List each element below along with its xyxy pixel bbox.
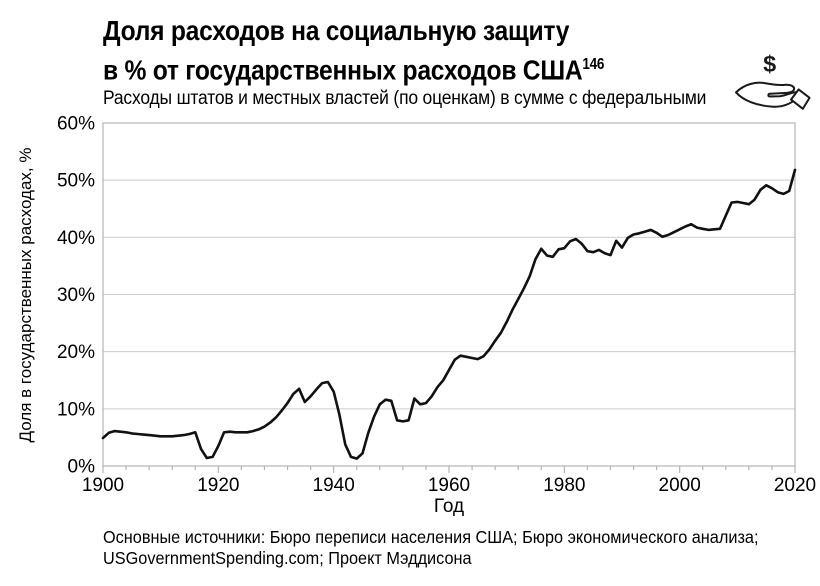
chart-title-line2: в % от государственных расходов США146	[103, 54, 605, 86]
x-axis-title: Год	[433, 496, 465, 517]
x-tick-label: 1940	[313, 475, 355, 496]
hand-outline	[735, 81, 801, 108]
x-tick-label: 1900	[82, 475, 124, 496]
source-line1: Основные источники: Бюро переписи населе…	[103, 527, 759, 547]
x-tick-label: 2020	[774, 475, 816, 496]
x-tick-label: 1920	[197, 475, 239, 496]
y-tick-label: 40%	[57, 228, 95, 249]
chart-title-line1: Доля расходов на социальную защиту	[103, 15, 570, 46]
chart-title: Доля расходов на социальную защиту в % о…	[103, 14, 604, 87]
hand-receiving-dollar-icon: $	[735, 51, 811, 110]
source-line2: USGovernmentSpending.com; Проект Мэддисо…	[103, 548, 472, 568]
x-tick-label: 1980	[543, 475, 585, 496]
y-tick-label: 60%	[57, 114, 95, 135]
source-note: Основные источники: Бюро переписи населе…	[103, 527, 758, 569]
y-axis-title: Доля в государственных расходах, %	[16, 147, 35, 443]
cuff-outline	[790, 88, 811, 110]
chart-subtitle: Расходы штатов и местных властей (по оце…	[103, 88, 707, 109]
y-tick-label: 50%	[57, 171, 95, 192]
y-tick-label: 0%	[68, 457, 96, 478]
y-tick-label: 20%	[57, 342, 95, 363]
dollar-sign-glyph: $	[763, 51, 776, 77]
series-line	[101, 168, 797, 460]
y-tick-label: 30%	[57, 285, 95, 306]
y-tick-label: 10%	[57, 399, 95, 420]
x-tick-label: 2000	[659, 475, 701, 496]
x-tick-label: 1960	[428, 475, 470, 496]
footnote-reference: 146	[582, 56, 605, 73]
